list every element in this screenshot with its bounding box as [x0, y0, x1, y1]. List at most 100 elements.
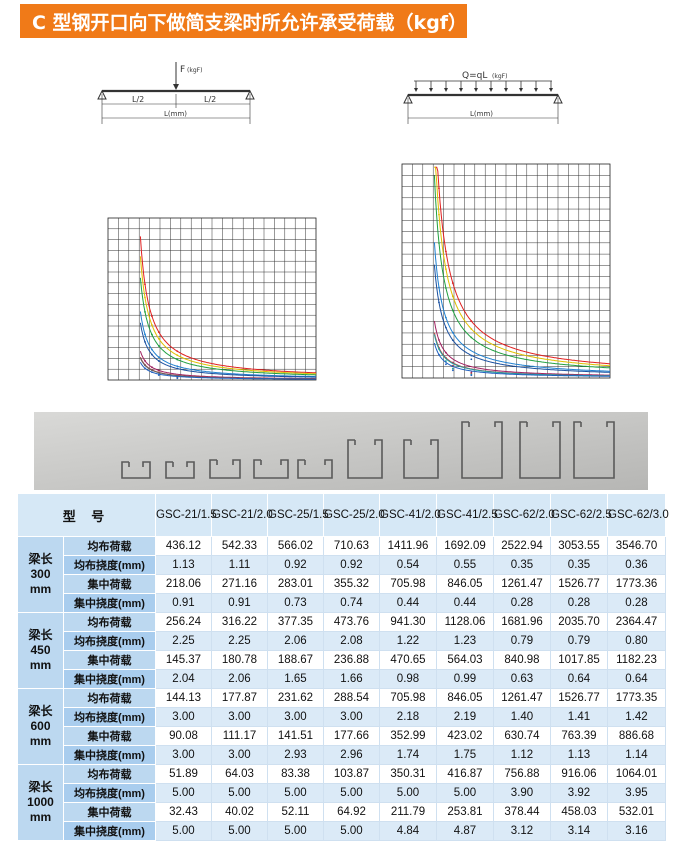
load-arrow-head — [459, 88, 463, 92]
table-row: 集中荷载 218.06 271.16 283.01 355.32 705.98 846.05… — [18, 574, 666, 594]
data-point — [157, 337, 160, 340]
table-cell: 0.80 — [607, 631, 666, 651]
table-cell: 0.64 — [607, 669, 666, 689]
table-cell: 1.65 — [267, 669, 324, 689]
table-cell: 1526.77 — [550, 688, 608, 708]
table-cell: 0.98 — [379, 669, 437, 689]
series-line-gsc-62-3-0 — [139, 236, 316, 374]
row-label: 集中挠度(mm) — [63, 669, 156, 689]
table-cell: 846.05 — [436, 688, 494, 708]
table-cell: 0.36 — [607, 555, 666, 575]
data-point — [445, 316, 447, 319]
page-title: C 型钢开口向下做简支梁时所允许承受荷载（kgf） — [32, 12, 468, 34]
concentrated-load-diagram: F (kgF) L/2 L/2 L(mm) — [97, 62, 255, 124]
table-cell: 177.87 — [211, 688, 268, 708]
table-cell: 378.44 — [493, 802, 551, 822]
table-cell: 52.11 — [267, 802, 324, 822]
c-channel-profile — [461, 421, 503, 479]
c-channel-profile — [121, 461, 151, 479]
series-line-gsc-41-2-0 — [433, 264, 610, 373]
table-cell: 1526.77 — [550, 574, 608, 594]
load-arrow-head — [519, 88, 523, 92]
row-label: 集中荷载 — [63, 802, 156, 822]
c-channel-profile — [297, 459, 333, 479]
half-span-label-left: L/2 — [132, 95, 144, 104]
table-cell: 416.87 — [436, 764, 494, 784]
table-cell: 1261.47 — [493, 688, 551, 708]
data-point — [144, 296, 146, 299]
table-cell: 3.00 — [267, 707, 324, 727]
span-label: L(mm) — [164, 110, 187, 118]
table-cell: 1.41 — [550, 707, 608, 727]
table-cell: 177.66 — [323, 726, 380, 746]
load-arrow-head — [504, 88, 508, 92]
table-cell: 256.24 — [155, 612, 212, 632]
table-cell: 180.78 — [211, 650, 268, 670]
table-cell: 2.06 — [211, 669, 268, 689]
series-line-gsc-62-3-0 — [434, 166, 611, 365]
distributed-load-arrows — [414, 81, 553, 92]
table-cell: 473.76 — [323, 612, 380, 632]
data-point — [176, 350, 179, 353]
table-cell: 32.43 — [155, 802, 212, 822]
table-cell: 83.38 — [267, 764, 324, 784]
table-cell: 886.68 — [607, 726, 666, 746]
data-point — [151, 366, 153, 369]
table-cell: 566.02 — [267, 536, 324, 556]
table-cell: 2.04 — [155, 669, 212, 689]
data-point — [445, 326, 447, 329]
table-cell: 2.93 — [267, 745, 324, 765]
channel-profiles-photo — [34, 412, 648, 490]
data-point — [470, 320, 473, 322]
table-cell: 5.00 — [323, 821, 380, 841]
half-span-label-right: L/2 — [204, 95, 216, 104]
model-header-cell: GSC-21/2.0 — [211, 493, 273, 537]
uniform-load-diagram: Q=qL (kgF) L(mm) — [403, 71, 563, 124]
force-label: F — [180, 65, 185, 75]
table-cell: 3.16 — [607, 821, 666, 841]
table-cell: 0.28 — [493, 593, 551, 613]
table-cell: 0.63 — [493, 669, 551, 689]
title-bar: C 型钢开口向下做简支梁时所允许承受荷载（kgf） — [20, 4, 467, 38]
table-row: 均布挠度(mm) 1.13 1.11 0.92 0.92 0.54 0.55 0.35 0.35… — [18, 555, 666, 575]
row-label: 均布挠度(mm) — [63, 555, 156, 575]
table-row: 梁长 1000 mm 均布荷载 51.89 64.03 83.38 103.87 350.31 4… — [17, 764, 666, 841]
table-cell: 0.74 — [323, 593, 380, 613]
table-cell: 2.25 — [211, 631, 268, 651]
table-cell: 1.13 — [155, 555, 212, 575]
table-cell: 2.25 — [155, 631, 212, 651]
table-row: 梁长 450 mm 均布荷载 256.24 316.22 377.35 473.76 941.3… — [17, 612, 666, 689]
beam-length-label3: mm — [29, 734, 52, 748]
row-label: 集中荷载 — [63, 650, 156, 670]
data-point — [445, 363, 447, 366]
table-cell: 236.88 — [323, 650, 380, 670]
table-cell: 144.13 — [155, 688, 212, 708]
series-line-gsc-21-1-5 — [433, 342, 611, 377]
series-line-gsc-25-2-0 — [433, 320, 610, 376]
c-channel-profile — [519, 421, 561, 479]
data-point — [176, 377, 179, 380]
row-label: 集中挠度(mm) — [63, 745, 156, 765]
table-cell: 756.88 — [493, 764, 551, 784]
beam-length-cell: 梁长 450 mm — [17, 612, 64, 689]
table-cell: 1773.35 — [607, 688, 666, 708]
table-cell: 288.54 — [323, 688, 380, 708]
model-header: 型 号 — [17, 493, 156, 537]
table-cell: 3.00 — [155, 745, 212, 765]
table-cell: 705.98 — [379, 574, 437, 594]
table-row: 均布挠度(mm) 2.25 2.25 2.06 2.08 1.22 1.23 0.79 0.79… — [18, 631, 666, 651]
data-point — [151, 315, 153, 318]
model-header-cell: GSC-25/2.0 — [323, 493, 385, 537]
data-point — [445, 250, 447, 253]
c-channel-profile — [253, 459, 289, 479]
table-cell: 211.79 — [379, 802, 437, 822]
table-cell: 3546.70 — [607, 536, 666, 556]
beam-length-cell: 梁长 600 mm — [17, 688, 64, 765]
table-cell: 1.22 — [379, 631, 437, 651]
data-point — [176, 367, 179, 370]
data-point — [438, 286, 440, 289]
table-cell: 2.08 — [323, 631, 380, 651]
table-cell: 1681.96 — [493, 612, 551, 632]
table-cell: 5.00 — [155, 783, 212, 803]
load-arrow-head — [444, 88, 448, 92]
